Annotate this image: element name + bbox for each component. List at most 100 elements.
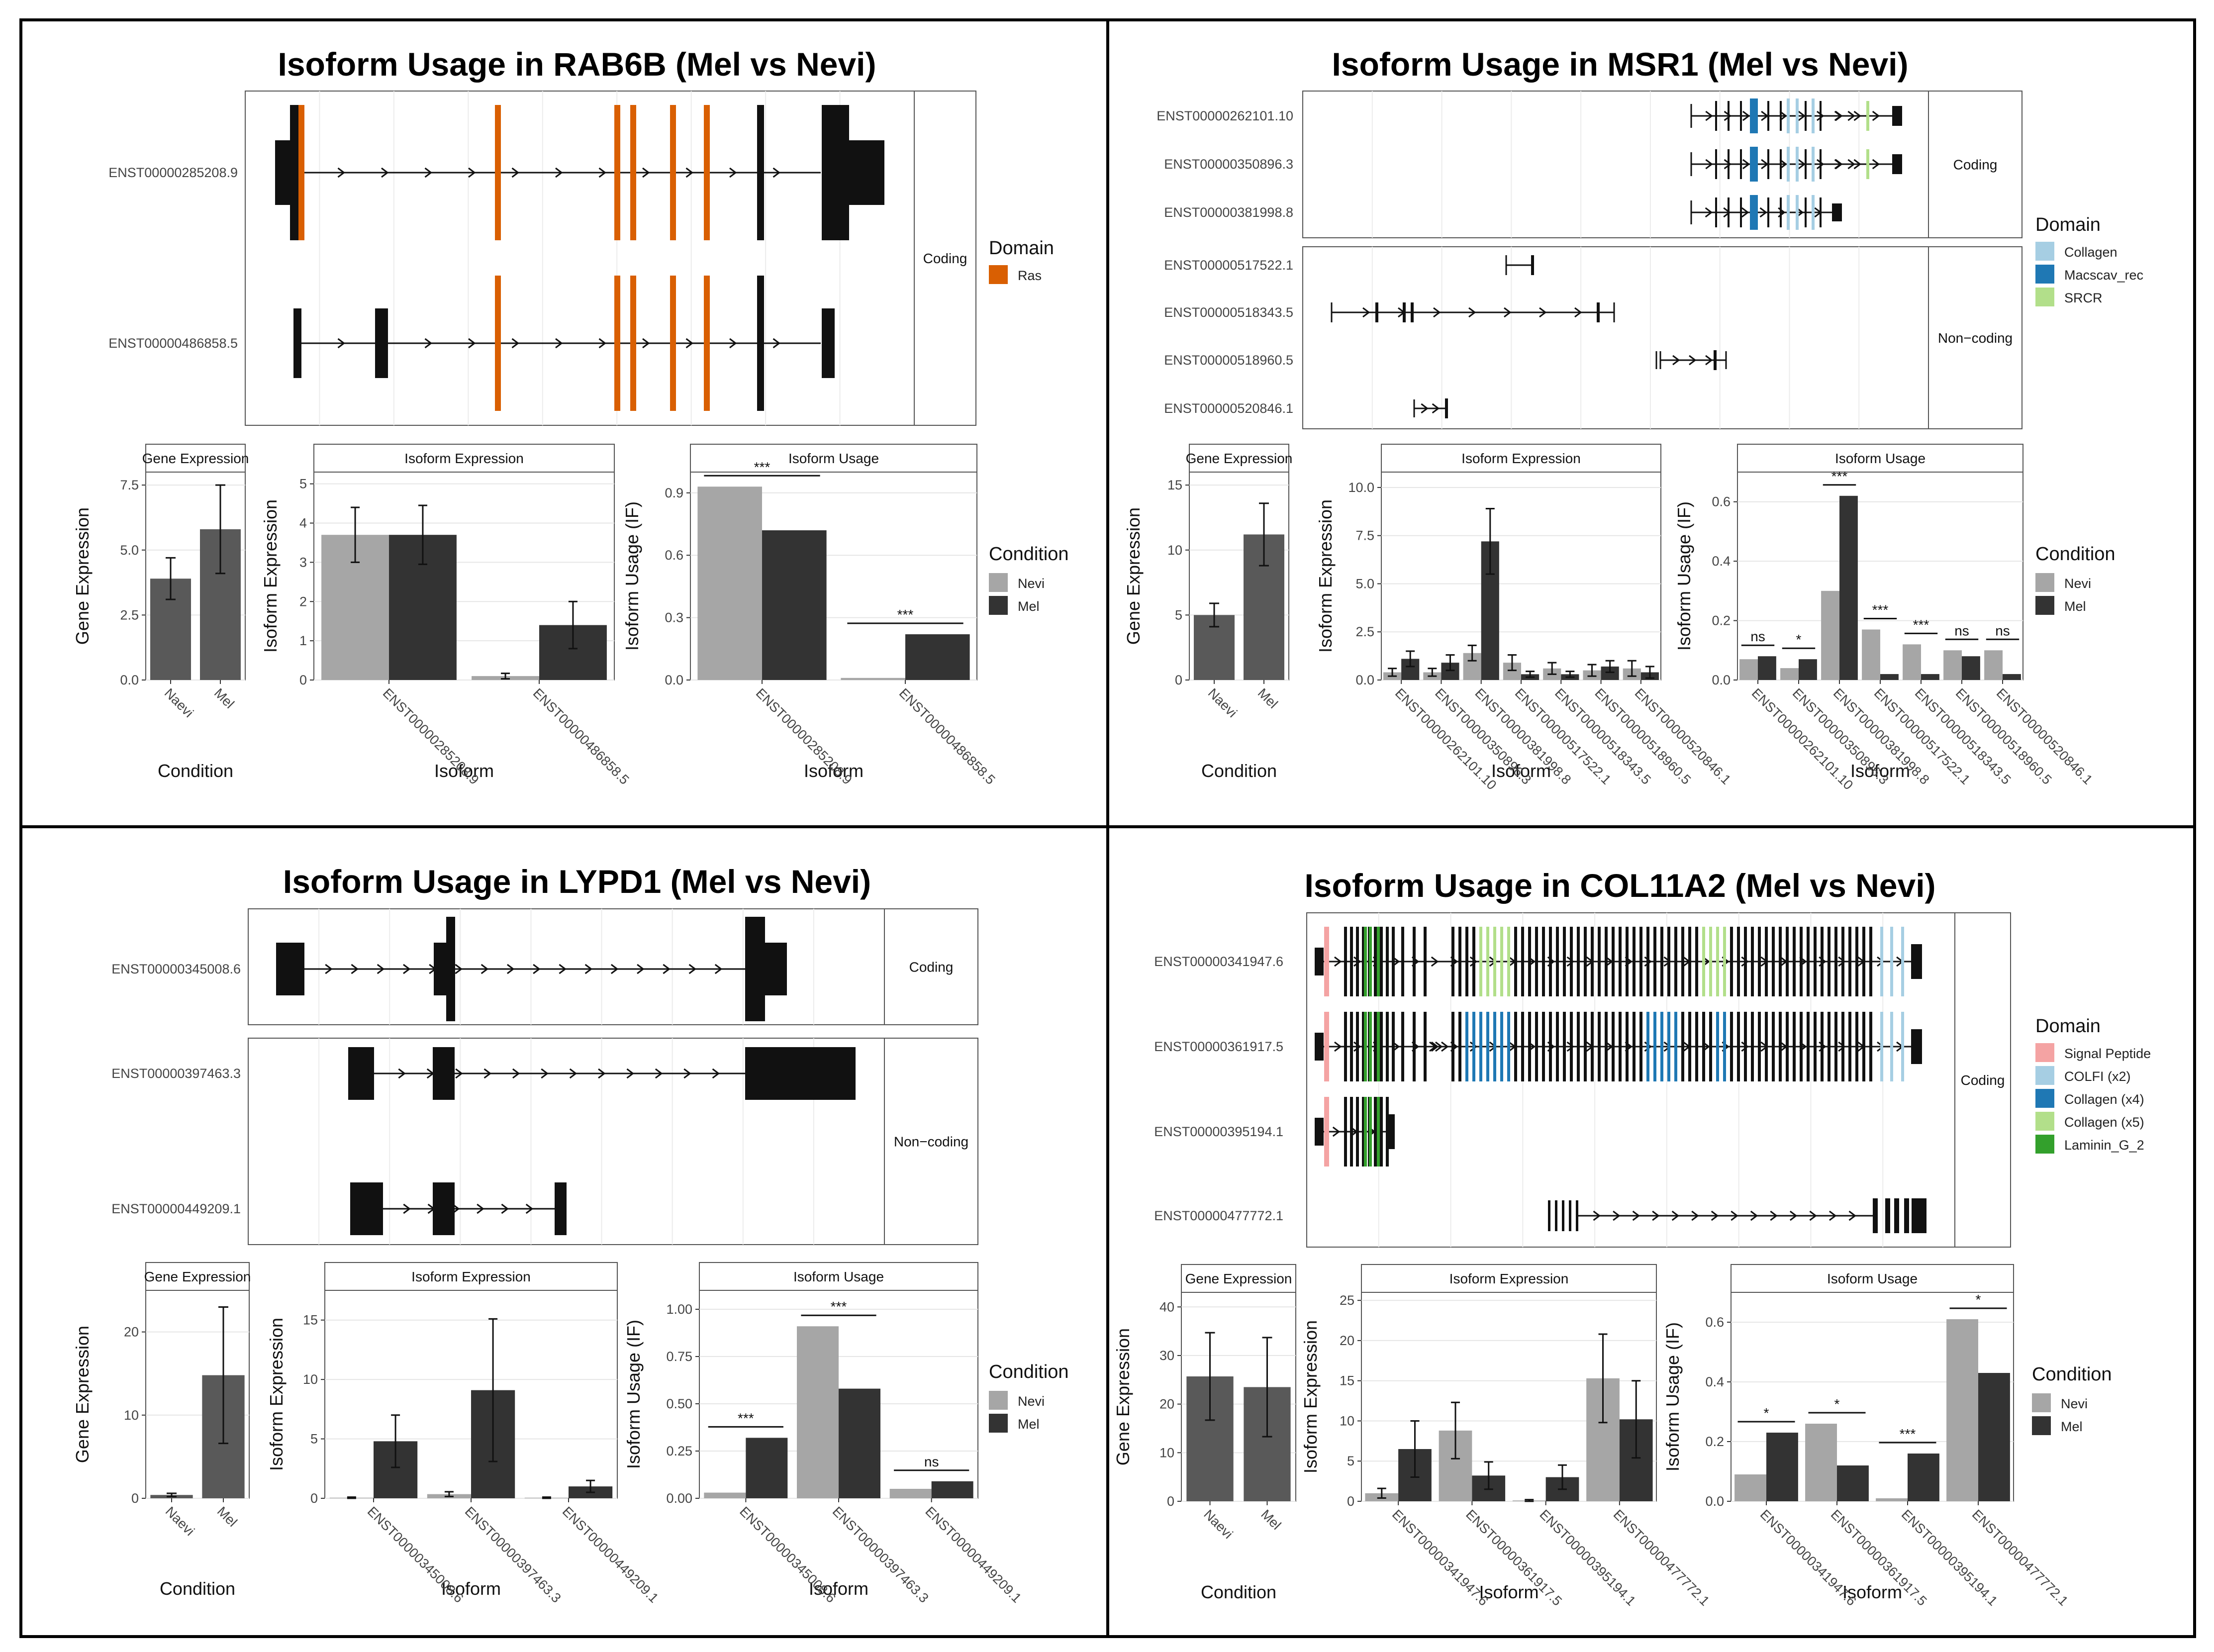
exon: [757, 276, 764, 411]
exon: [1472, 927, 1475, 996]
x-tick-label: Naevi: [1205, 685, 1240, 720]
exon: [1521, 927, 1524, 996]
y-tick-label: 5.0: [120, 543, 139, 558]
exon: [1807, 1012, 1810, 1081]
bar-mel: [1837, 1465, 1869, 1501]
y-tick-label: 5: [299, 477, 307, 491]
intron-arrow: [555, 167, 563, 178]
exon: [1569, 1200, 1571, 1231]
bar-nevi: [1739, 659, 1758, 680]
domain-collagen-x5: [1493, 927, 1496, 996]
exon: [350, 1182, 383, 1235]
exon: [1605, 1012, 1608, 1081]
legend-label-domain: Laminin_G_2: [2064, 1138, 2144, 1153]
domain-collagen: [1796, 147, 1799, 182]
significance-label: *: [1976, 1292, 1981, 1307]
exon: [1841, 927, 1844, 996]
significance-label: ns: [1750, 629, 1765, 644]
facet-strip-label: Isoform Usage: [1835, 451, 1925, 466]
legend-label-domain: Collagen (x4): [2064, 1092, 2144, 1107]
legend-title: Domain: [989, 238, 1054, 259]
exon: [1737, 927, 1740, 996]
x-axis-label: Isoform: [1842, 1582, 1902, 1602]
y-tick-label: 0: [310, 1491, 318, 1506]
domain-laminin: [1369, 927, 1372, 996]
exon: [1350, 1012, 1353, 1081]
y-tick-label: 0.50: [666, 1396, 692, 1411]
intron-arrow: [1539, 307, 1547, 318]
isoform-expression-plot: Isoform Expression 0 5 10 15 Isoform Expressi…: [266, 1262, 662, 1606]
exon: [1374, 927, 1377, 996]
intron-arrow: [1435, 1041, 1443, 1052]
isoform-label: ENST00000345008.6: [111, 962, 241, 976]
y-tick-label: 10: [124, 1408, 139, 1423]
exon: [1598, 927, 1601, 996]
intron-arrow: [642, 338, 650, 349]
x-axis-label: Isoform: [804, 761, 864, 781]
facet-strip: [884, 908, 978, 1025]
bar-nevi: [889, 1489, 932, 1498]
intron-arrow: [1834, 110, 1842, 121]
exon: [1380, 927, 1383, 996]
bar-mel: [1758, 656, 1776, 680]
exon: [1800, 1012, 1803, 1081]
domain-laminin: [1377, 1097, 1380, 1166]
domain-collagen-x5: [1709, 927, 1712, 996]
intron-arrow: [424, 338, 432, 349]
x-axis-label: Isoform: [809, 1578, 868, 1599]
domain-collagen: [1812, 147, 1815, 182]
domain-legend: Domain Ras: [989, 238, 1054, 284]
legend-label-nevi: Nevi: [1018, 1394, 1045, 1409]
facet-strip-label: Gene Expression: [144, 1269, 251, 1284]
intron-arrow: [598, 338, 606, 349]
exon: [1772, 1012, 1775, 1081]
intron-arrow: [1332, 1126, 1341, 1137]
facet-strip-label: Coding: [909, 960, 954, 975]
exon: [1465, 927, 1468, 996]
facet-strip-label: Coding: [923, 251, 967, 266]
intron-arrow: [637, 964, 645, 974]
facet-strip: [699, 1262, 978, 1291]
exon: [1388, 1114, 1395, 1149]
facet-strip: [1928, 91, 2022, 238]
intron-arrow: [1877, 956, 1885, 967]
exon: [1667, 927, 1670, 996]
intron-arrow: [626, 1068, 634, 1079]
y-tick-label: 5: [310, 1432, 318, 1447]
y-tick-label: 0.00: [666, 1491, 692, 1506]
legend-label-nevi: Nevi: [2064, 576, 2091, 591]
y-tick-label: 2.5: [120, 607, 139, 622]
significance-label: ns: [1954, 623, 1969, 638]
intron-arrow: [1742, 110, 1750, 121]
domain-collagen-x5: [1479, 927, 1482, 996]
intron-arrow: [1847, 159, 1855, 170]
exon: [1598, 1012, 1601, 1081]
exon: [1779, 927, 1782, 996]
intron-arrow: [688, 964, 697, 974]
bar-nevi: [1876, 1498, 1908, 1501]
exon: [446, 917, 455, 1021]
y-tick-label: 0.6: [1705, 1315, 1724, 1330]
domain-ras: [614, 276, 620, 411]
legend-swatch-domain: [2035, 242, 2054, 261]
domain-collagen-x4: [1465, 1012, 1468, 1081]
facet-strip-label: Isoform Expression: [404, 451, 524, 466]
exon: [1344, 1097, 1347, 1166]
exon: [383, 308, 388, 378]
exon: [757, 105, 764, 240]
x-tick-label: ENST00000449209.1: [560, 1504, 662, 1606]
isoform-label: ENST00000518343.5: [1164, 305, 1293, 320]
panel-title: Isoform Usage in LYPD1 (Mel vs Nevi): [283, 863, 871, 900]
y-tick-label: 0: [1167, 1494, 1174, 1509]
x-tick-label: Mel: [1255, 685, 1281, 711]
bar-mel: [1880, 674, 1899, 680]
legend-label-mel: Mel: [1018, 1417, 1040, 1432]
domain-colfi: [1901, 927, 1904, 996]
y-axis-label: Isoform Usage (IF): [622, 501, 642, 651]
y-tick-label: 10.0: [1348, 480, 1374, 495]
facet-strip: [1928, 246, 2022, 429]
y-tick-label: 25: [1340, 1293, 1354, 1308]
x-tick-label: ENST00000486858.5: [896, 685, 998, 787]
exon: [1912, 1198, 1926, 1233]
